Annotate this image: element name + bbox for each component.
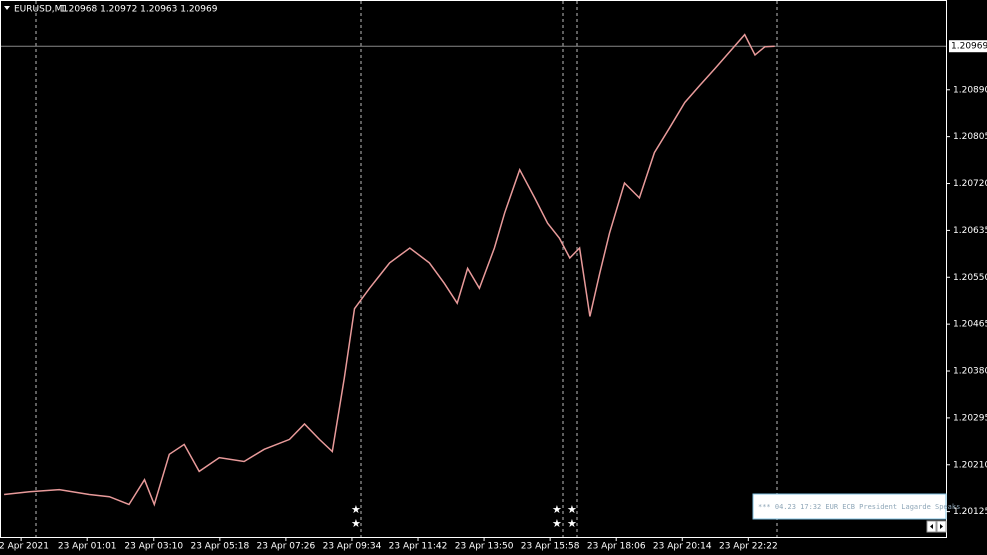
y-tick-label: 1.20465: [953, 320, 987, 330]
x-tick-label: 22 Apr 2021: [0, 542, 49, 552]
x-tick-label: 23 Apr 01:01: [58, 542, 117, 552]
event-star: ★: [351, 517, 361, 530]
y-tick-label: 1.20635: [953, 226, 987, 236]
y-tick-label: 1.20125: [953, 507, 987, 517]
x-tick-label: 23 Apr 07:26: [257, 542, 316, 552]
x-tick-label: 23 Apr 15:58: [521, 542, 580, 552]
y-tick-label: 1.20210: [953, 460, 987, 470]
arrow-left: [930, 524, 933, 529]
plot-frame: [0, 0, 947, 538]
event-star: ★: [552, 517, 562, 530]
y-tick-label: 1.20295: [953, 413, 987, 423]
x-tick-label: 23 Apr 11:42: [389, 542, 448, 552]
chart-title: EURUSD,M1: [14, 5, 68, 15]
price-line: [4, 33, 775, 507]
bid-label-box: [949, 40, 987, 53]
event-icons: ★ ★ ★ ★ ★ ★: [351, 503, 577, 530]
event-star: ★: [567, 503, 577, 516]
y-tick-label: 1.20890: [953, 85, 987, 95]
chart-subtitle: 1.20968 1.20972 1.20963 1.20969: [60, 5, 218, 15]
x-tick-label: 23 Apr 22:22: [719, 542, 778, 552]
bid-label: 1.20969: [951, 42, 987, 52]
menu-arrow[interactable]: [4, 6, 10, 10]
x-tick-label: 23 Apr 09:34: [323, 542, 382, 552]
event-star: ★: [552, 503, 562, 516]
arrow-right: [940, 524, 943, 529]
y-tick-label: 1.20550: [953, 273, 987, 283]
y-tick-label: 1.20380: [953, 367, 987, 377]
y-tick-label: 1.20720: [953, 179, 987, 189]
x-tick-label: 23 Apr 05:18: [190, 542, 249, 552]
y-tick-label: 1.20805: [953, 132, 987, 142]
x-tick-label: 23 Apr 03:10: [124, 542, 183, 552]
event-box: [752, 493, 947, 520]
x-tick-label: 23 Apr 20:14: [653, 542, 712, 552]
event-text: *** 04.23 17:32 EUR ECB President Lagard…: [758, 503, 960, 511]
x-tick-label: 23 Apr 18:06: [587, 542, 646, 552]
x-tick-label: 23 Apr 13:50: [455, 542, 514, 552]
event-star: ★: [567, 517, 577, 530]
separators: [35, 1, 778, 537]
event-star: ★: [351, 503, 361, 516]
